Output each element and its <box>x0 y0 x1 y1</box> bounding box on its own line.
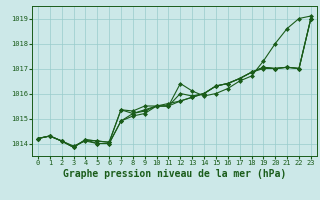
X-axis label: Graphe pression niveau de la mer (hPa): Graphe pression niveau de la mer (hPa) <box>63 169 286 179</box>
